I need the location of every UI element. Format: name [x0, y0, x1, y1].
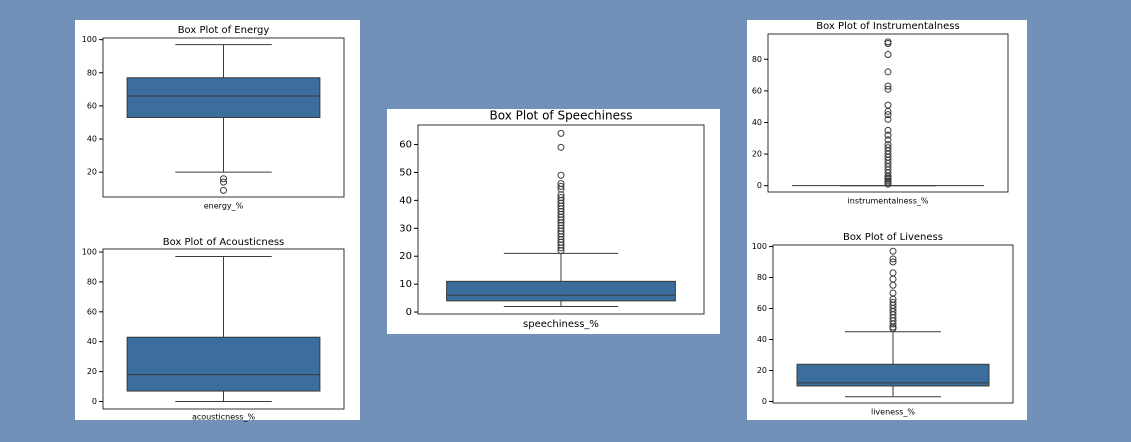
- plot-frame: [417, 124, 705, 315]
- outlier: [884, 111, 892, 119]
- outlier: [889, 247, 897, 255]
- outlier: [884, 136, 892, 144]
- outlier: [220, 175, 227, 183]
- y-tick-label: 0: [757, 181, 762, 190]
- box: [126, 77, 321, 118]
- outlier: [884, 180, 892, 188]
- y-tick-label: 50: [399, 167, 412, 178]
- y-tick-label: 40: [87, 337, 97, 346]
- outlier: [884, 115, 892, 123]
- y-tick-label: 0: [406, 307, 412, 318]
- y-tick-label: 80: [757, 273, 767, 282]
- outlier: [889, 255, 897, 263]
- y-tick-label: 60: [87, 307, 97, 316]
- box: [126, 336, 321, 392]
- x-axis-label: energy_%: [204, 202, 244, 211]
- outlier: [557, 143, 565, 151]
- outlier: [557, 244, 565, 252]
- x-axis-label: speechiness_%: [523, 319, 599, 330]
- outlier: [884, 82, 892, 90]
- plot-frame: [772, 244, 1014, 404]
- x-axis-label: acousticness_%: [192, 413, 256, 422]
- y-tick-label: 0: [92, 397, 97, 406]
- y-tick-label: 60: [399, 140, 412, 151]
- y-tick-label: 40: [87, 135, 97, 144]
- outlier: [884, 68, 892, 76]
- y-tick-label: 60: [757, 304, 767, 313]
- y-tick-label: 100: [752, 242, 767, 251]
- y-tick-label: 20: [399, 251, 412, 262]
- outlier: [884, 126, 892, 134]
- outlier: [884, 39, 892, 47]
- figure-panel: [747, 20, 1027, 420]
- chart-title: Box Plot of Speechiness: [490, 109, 633, 123]
- y-tick-label: 100: [82, 247, 97, 256]
- y-tick-label: 20: [87, 367, 97, 376]
- y-tick-label: 30: [399, 223, 412, 234]
- x-axis-label: liveness_%: [871, 408, 915, 417]
- box: [446, 280, 676, 302]
- outlier: [884, 51, 892, 59]
- plot-frame: [102, 248, 345, 410]
- outlier: [884, 131, 892, 139]
- y-tick-label: 60: [87, 101, 97, 110]
- outlier: [220, 178, 227, 186]
- y-tick-label: 10: [399, 279, 412, 290]
- outlier: [889, 258, 897, 266]
- y-tick-label: 80: [87, 68, 97, 77]
- chart-title: Box Plot of Liveness: [843, 232, 943, 243]
- y-tick-label: 40: [752, 118, 762, 127]
- plot-frame: [102, 37, 345, 198]
- y-tick-label: 80: [752, 55, 762, 64]
- outlier: [889, 320, 897, 328]
- y-tick-label: 20: [757, 366, 767, 375]
- y-tick-label: 60: [752, 86, 762, 95]
- box: [796, 363, 990, 387]
- outlier: [220, 186, 227, 194]
- chart-title: Box Plot of Instrumentalness: [816, 21, 959, 32]
- chart-title: Box Plot of Energy: [178, 25, 270, 36]
- y-tick-label: 80: [87, 277, 97, 286]
- y-tick-label: 0: [762, 397, 767, 406]
- outlier: [557, 129, 565, 137]
- outlier: [557, 182, 565, 190]
- outlier: [884, 85, 892, 93]
- y-tick-label: 20: [87, 168, 97, 177]
- x-axis-label: instrumentalness_%: [848, 197, 929, 206]
- outlier: [557, 247, 565, 255]
- chart-title: Box Plot of Acousticness: [163, 237, 285, 248]
- plot-frame: [767, 33, 1009, 193]
- outlier: [884, 107, 892, 115]
- y-tick-label: 40: [757, 335, 767, 344]
- outlier: [557, 171, 565, 179]
- outlier: [889, 325, 897, 333]
- y-tick-label: 100: [82, 35, 97, 44]
- outlier: [889, 281, 897, 289]
- y-tick-label: 20: [752, 150, 762, 159]
- y-tick-label: 40: [399, 195, 412, 206]
